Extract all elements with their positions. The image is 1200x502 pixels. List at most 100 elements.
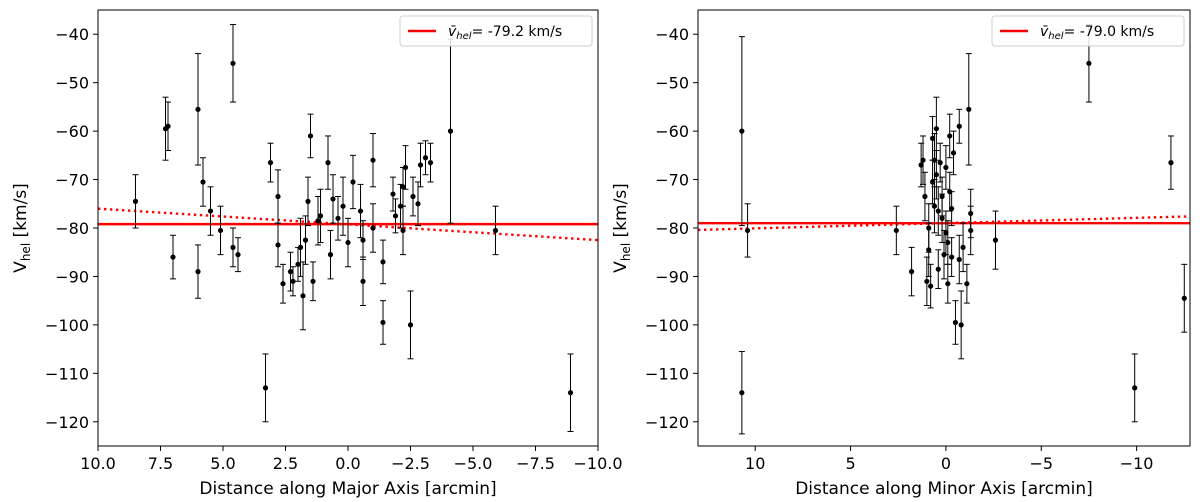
data-point [275,193,281,200]
data-point [415,201,421,207]
data-point [235,252,241,258]
x-tick-label: 5 [845,454,855,473]
data-point [947,133,953,139]
data-point [297,244,304,250]
data-point [345,239,351,246]
x-tick-label: −7.5 [516,454,555,473]
data-point [567,390,574,396]
data-point [956,256,962,263]
data-point [960,244,966,250]
data-point [327,252,334,258]
data-point [943,164,949,171]
data-point [392,213,399,219]
data-point [407,322,414,328]
y-tick-label: −80 [55,219,89,238]
data-point [943,230,949,236]
data-point [928,283,934,289]
y-axis-label-sub: hel [19,243,33,261]
data-point [492,227,499,234]
data-point [966,106,972,112]
data-point [744,227,751,234]
y-axis-label-unit: [km/s] [11,183,31,243]
y-axis-label: Vhel [km/s] [611,183,633,273]
y-axis-label-main: V [11,261,31,273]
x-tick-label: 0.0 [335,454,360,473]
y-axis-label-sub: hel [619,243,633,261]
x-axis-label: Distance along Minor Axis [arcmin] [795,479,1093,499]
legend-symbol: v̄ [448,24,457,40]
data-point [964,281,970,287]
data-point [207,208,214,214]
legend-value: = -79.0 km/s [1064,24,1155,40]
y-axis-label-unit: [km/s] [611,183,631,243]
x-axis-label: Distance along Major Axis [arcmin] [199,479,496,499]
data-point [217,227,224,234]
legend: v̄hel= -79.0 km/s [991,15,1185,47]
data-point [937,160,943,166]
y-tick-label: −50 [55,74,89,93]
y-tick-label: −70 [55,171,89,190]
legend-subscript: hel [456,31,471,42]
data-point [1181,295,1187,301]
data-point [400,184,406,190]
data-point [926,247,932,253]
data-point [417,162,424,168]
data-point [195,269,201,275]
data-point [357,208,364,214]
data-point [400,227,406,234]
data-point [295,261,301,267]
data-point [958,322,964,328]
y-tick-label: −40 [55,25,89,44]
legend-box [991,15,1185,47]
data-point [305,198,311,204]
data-point [739,128,745,134]
data-point [380,319,386,326]
x-tick-label: 7.5 [148,454,173,473]
data-point [908,269,915,275]
data-point [310,278,316,284]
data-point [422,155,429,161]
data-point [950,150,957,156]
data-point [924,278,930,284]
legend-label: v̄hel= -79.2 km/s [448,24,562,42]
data-point [302,237,309,243]
data-point [945,239,951,246]
data-point [447,128,454,134]
data-point [165,123,171,129]
data-point [280,281,286,287]
x-tick-label: 0 [941,454,951,473]
data-point [290,278,296,284]
data-point [920,157,926,163]
legend-value: = -79.2 km/s [472,24,563,40]
data-point [949,206,955,212]
data-point [427,160,434,166]
data-point [956,123,962,129]
data-point [939,215,945,221]
data-point [390,191,396,197]
data-point [918,162,924,168]
data-point [1168,160,1174,166]
data-point [952,319,959,326]
data-point [315,218,321,224]
y-tick-label: −110 [45,364,89,383]
y-tick-label: −90 [655,267,689,286]
data-point [402,164,409,171]
x-tick-label: −2.5 [391,454,430,473]
data-point [330,196,336,202]
data-point [968,227,974,234]
data-point [949,254,955,260]
data-point [267,160,274,166]
data-point [929,135,936,141]
data-point [1086,60,1092,66]
data-point [200,179,206,185]
data-point [317,213,324,219]
y-tick-label: −100 [645,316,689,335]
y-tick-label: −120 [45,413,89,432]
data-point [350,179,356,185]
y-tick-label: −90 [55,267,89,286]
x-tick-label: −10.0 [573,454,622,473]
data-point [929,179,936,185]
fit-line [698,215,1190,232]
y-tick-label: −80 [655,219,689,238]
